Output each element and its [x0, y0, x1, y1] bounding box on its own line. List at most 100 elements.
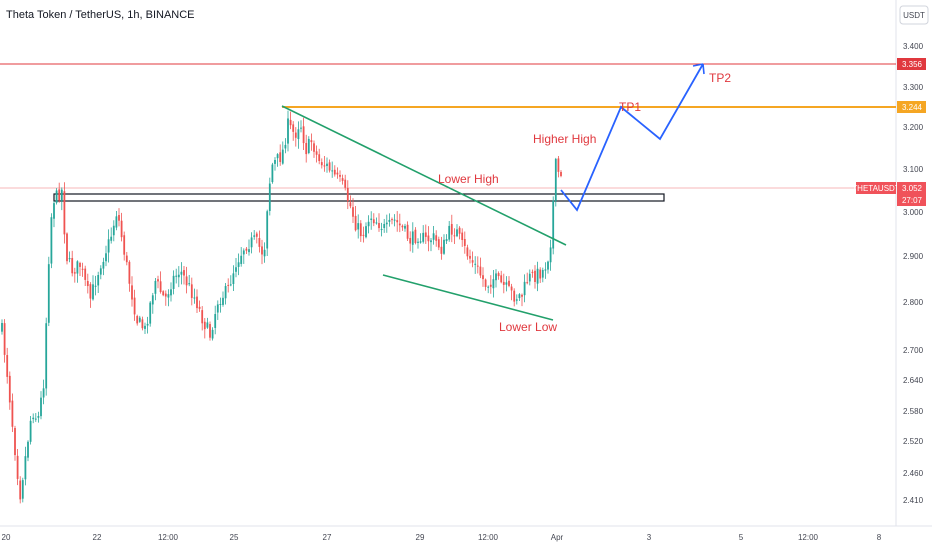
support-zone-rectangle[interactable] [53, 193, 665, 202]
candle [8, 371, 11, 410]
price-tag-tp2[interactable]: 3.356 [897, 58, 926, 70]
candle [274, 157, 276, 171]
price-tag-tp1[interactable]: 3.244 [897, 101, 926, 113]
candle [99, 265, 102, 280]
candle [258, 230, 261, 253]
candle [354, 205, 357, 232]
price-axis-panel[interactable] [896, 0, 932, 550]
candle [248, 239, 250, 256]
candle [6, 347, 9, 384]
candle [232, 265, 235, 291]
candle [541, 267, 544, 283]
candle [547, 260, 549, 274]
candle [357, 214, 360, 239]
candle [393, 214, 396, 227]
candle [162, 290, 165, 297]
candle [388, 213, 391, 227]
candle [167, 289, 170, 307]
candle [305, 134, 308, 163]
price-tick-label: 3.000 [903, 208, 924, 217]
candle [149, 301, 152, 327]
candle [489, 275, 492, 294]
candle [341, 174, 344, 185]
time-tick-label: 12:00 [478, 533, 499, 542]
candle [209, 321, 211, 341]
candle [151, 292, 154, 314]
candle [515, 294, 518, 305]
candle [89, 282, 92, 308]
price-tag-tp1-label: 3.244 [902, 103, 923, 112]
candle [261, 239, 263, 265]
candle [112, 220, 115, 242]
candle [284, 138, 287, 154]
candle [175, 268, 178, 284]
upper-trendline[interactable] [281, 105, 567, 246]
candle [391, 217, 393, 225]
candle [268, 177, 271, 216]
candle [32, 413, 35, 424]
candle [518, 293, 521, 302]
annotation-tp2: TP2 [709, 71, 731, 85]
candle [479, 257, 482, 279]
candle [136, 314, 139, 326]
candle [287, 110, 289, 152]
candle [375, 217, 378, 225]
candle [484, 278, 487, 291]
candle [352, 198, 354, 223]
candle [536, 261, 539, 292]
candle [154, 278, 157, 301]
candle [417, 238, 419, 249]
time-tick-label: 25 [230, 533, 239, 542]
candle [297, 121, 300, 149]
candle [21, 477, 24, 503]
candle [469, 249, 471, 264]
candle [24, 446, 27, 486]
candle [406, 221, 409, 241]
candle [105, 245, 107, 267]
candle [53, 201, 55, 228]
candle [372, 213, 375, 227]
candle [245, 247, 248, 255]
candle [409, 231, 412, 252]
candle [331, 161, 334, 178]
price-tick-label: 3.400 [903, 42, 924, 51]
candle [383, 218, 386, 233]
time-tick-label: 27 [323, 533, 332, 542]
candle [242, 248, 245, 264]
candle [315, 145, 318, 163]
symbol-price-tag[interactable]: THETAUSDT 3.052 27:07 [852, 182, 926, 206]
candle [310, 133, 313, 151]
projection-path[interactable] [560, 63, 704, 212]
candle [471, 251, 474, 268]
candle [157, 275, 159, 289]
candle [554, 157, 557, 207]
candle [326, 157, 328, 173]
price-tick-label: 2.900 [903, 252, 924, 261]
price-tick-label: 2.800 [903, 298, 924, 307]
candle [443, 234, 445, 255]
candle [237, 253, 240, 276]
candle [398, 213, 401, 233]
candle [125, 251, 128, 266]
candle [466, 244, 469, 260]
candle [552, 196, 555, 255]
candle [266, 209, 269, 257]
candle [68, 251, 71, 263]
candle [482, 267, 484, 287]
lower-trendline[interactable] [382, 274, 554, 321]
candle [102, 257, 105, 276]
candle [97, 271, 100, 293]
currency-badge[interactable]: USDT [899, 5, 929, 25]
time-tick-label: 8 [877, 533, 882, 542]
candle [123, 231, 126, 261]
candle [344, 174, 347, 191]
candle [128, 260, 131, 292]
candle [424, 224, 427, 244]
candle [131, 276, 133, 307]
candle [177, 266, 180, 288]
symbol-tag-price: 3.052 [902, 184, 923, 193]
candle [58, 182, 61, 203]
time-tick-label: 20 [2, 533, 11, 542]
candle [450, 214, 453, 243]
